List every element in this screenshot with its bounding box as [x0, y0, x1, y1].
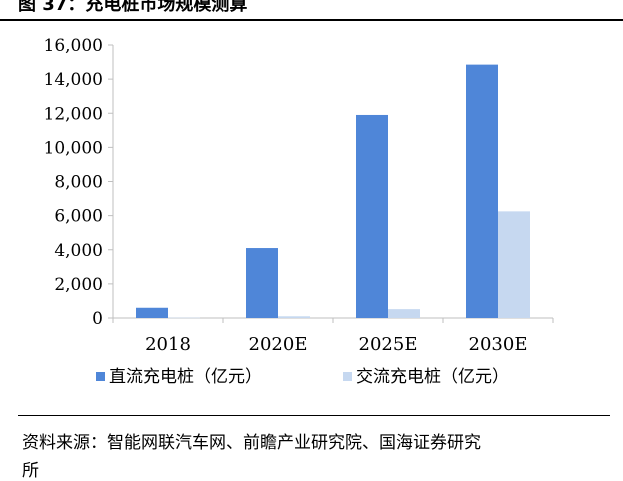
top-rule — [0, 19, 623, 21]
y-tick-label: 6,000 — [54, 207, 103, 227]
bar — [246, 248, 278, 318]
figure-title: 图 37：充电桩市场规模测算 — [18, 0, 248, 15]
x-tick-label: 2018 — [145, 334, 191, 355]
y-tick-label: 0 — [92, 309, 103, 329]
legend: 直流充电桩（亿元） 交流充电桩（亿元） — [96, 367, 509, 387]
y-tick-label: 8,000 — [54, 173, 103, 193]
x-tick-label: 2025E — [359, 334, 418, 355]
y-tick-label: 4,000 — [54, 241, 103, 261]
bar-chart: 0 2,000 4,000 6,000 8,000 10,000 12,000 14,000 1… — [44, 36, 554, 387]
bar — [388, 309, 420, 318]
bar — [466, 64, 498, 318]
x-tick-label: 2030E — [469, 334, 528, 355]
y-tick-label: 16,000 — [44, 36, 103, 56]
source-note-continued: 所 — [22, 461, 39, 481]
legend-swatch — [343, 372, 352, 381]
bar — [136, 307, 168, 318]
y-tick-label: 12,000 — [44, 104, 103, 124]
bar — [356, 114, 388, 318]
legend-swatch — [96, 372, 105, 381]
bar — [498, 211, 530, 318]
legend-label: 直流充电桩（亿元） — [109, 367, 262, 387]
y-tick-label: 2,000 — [54, 275, 103, 295]
bottom-rule — [18, 415, 610, 416]
source-note: 资料来源：智能网联汽车网、前瞻产业研究院、国海证券研究 — [22, 433, 481, 453]
bar — [278, 316, 310, 318]
bars — [136, 64, 530, 319]
x-tick-label: 2020E — [249, 334, 308, 355]
x-axis: 2018 2020E 2025E 2030E — [112, 317, 554, 355]
legend-label: 交流充电桩（亿元） — [356, 367, 509, 387]
bar — [168, 317, 200, 319]
y-axis: 0 2,000 4,000 6,000 8,000 10,000 12,000 14,000 1… — [44, 36, 114, 329]
y-tick-label: 10,000 — [44, 138, 103, 158]
y-tick-label: 14,000 — [44, 70, 103, 90]
